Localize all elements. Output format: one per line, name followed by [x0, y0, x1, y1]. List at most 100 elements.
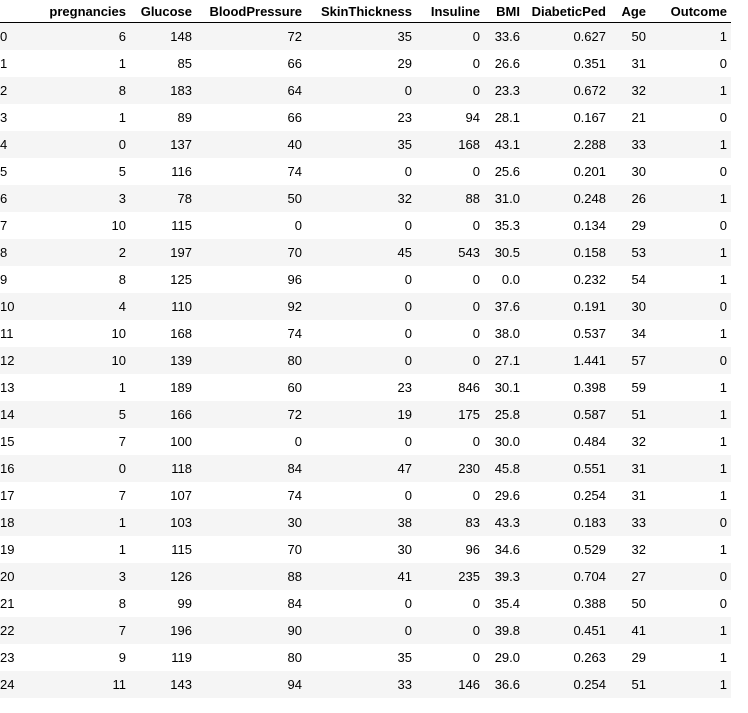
- table-row: 3 1 89 66 23 94 28.1 0.167 21 0: [0, 103, 731, 131]
- table-row: 12 10 139 80 0 0 27.1 1.441 57 0: [0, 346, 731, 374]
- table-cell: 99: [177, 595, 192, 611]
- table-cell: 119: [171, 649, 192, 665]
- table-cell: 189: [170, 379, 192, 395]
- table-cell: 5: [118, 163, 126, 179]
- table-cell: 43.1: [494, 136, 520, 152]
- row-index: 22: [0, 622, 15, 638]
- table-cell: 45: [397, 244, 412, 260]
- column-header: Outcome: [650, 0, 731, 23]
- table-cell: 0.587: [573, 406, 606, 422]
- table-cell: 25.6: [494, 163, 520, 179]
- table-cell: 88: [465, 190, 480, 206]
- table-cell: 0: [472, 325, 480, 341]
- table-cell: 59: [631, 379, 646, 395]
- table-cell: 0.398: [573, 379, 606, 395]
- table-cell: 0: [472, 28, 480, 44]
- table-cell: 94: [465, 109, 480, 125]
- table-cell: 4: [118, 298, 126, 314]
- row-index: 19: [0, 541, 15, 557]
- table-cell: 8: [118, 595, 126, 611]
- table-cell: 54: [631, 271, 646, 287]
- table-cell: 53: [631, 244, 646, 260]
- row-index: 1: [0, 55, 8, 71]
- table-cell: 32: [631, 541, 646, 557]
- table-cell: 0: [472, 271, 480, 287]
- table-cell: 37.6: [494, 298, 520, 314]
- table-cell: 30.0: [494, 433, 520, 449]
- table-cell: 21: [631, 109, 646, 125]
- table-cell: 125: [170, 271, 192, 287]
- table-cell: 0: [472, 649, 480, 665]
- table-cell: 35: [397, 136, 412, 152]
- table-cell: 27: [631, 568, 646, 584]
- table-cell: 39.8: [494, 622, 520, 638]
- table-cell: 118: [171, 460, 192, 476]
- row-index: 3: [0, 109, 8, 125]
- table-cell: 83: [465, 514, 480, 530]
- table-cell: 3: [118, 568, 126, 584]
- table-cell: 0.248: [573, 190, 606, 206]
- table-cell: 66: [287, 55, 302, 71]
- table-cell: 0: [404, 352, 412, 368]
- table-row: 21 8 99 84 0 0 35.4 0.388 50 0: [0, 589, 731, 617]
- table-cell: 0.551: [573, 460, 606, 476]
- table-cell: 126: [170, 568, 192, 584]
- table-cell: 7: [118, 487, 126, 503]
- table-cell: 30.1: [494, 379, 520, 395]
- table-cell: 230: [458, 460, 480, 476]
- table-cell: 19: [397, 406, 412, 422]
- table-cell: 0: [472, 433, 480, 449]
- table-row: 2 8 183 64 0 0 23.3 0.672 32 1: [0, 76, 731, 104]
- table-cell: 10: [111, 217, 126, 233]
- table-cell: 32: [397, 190, 412, 206]
- table-cell: 1: [719, 82, 727, 98]
- column-header: Insuline: [416, 0, 484, 23]
- table-row: 7 10 115 0 0 0 35.3 0.134 29 0: [0, 211, 731, 239]
- table-cell: 26.6: [494, 55, 520, 71]
- table-cell: 27.1: [494, 352, 520, 368]
- table-cell: 0.388: [573, 595, 606, 611]
- table-cell: 7: [118, 622, 126, 638]
- table-cell: 92: [287, 298, 302, 314]
- row-index: 5: [0, 163, 8, 179]
- table-cell: 0.232: [573, 271, 606, 287]
- table-cell: 38.0: [494, 325, 520, 341]
- table-row: 18 1 103 30 38 83 43.3 0.183 33 0: [0, 508, 731, 536]
- table-row: 10 4 110 92 0 0 37.6 0.191 30 0: [0, 292, 731, 320]
- table-cell: 103: [170, 514, 192, 530]
- table-cell: 29: [397, 55, 412, 71]
- table-cell: 116: [171, 163, 192, 179]
- dataframe-table: pregnancies Glucose BloodPressure SkinThick…: [0, 0, 731, 692]
- table-cell: 0.134: [573, 217, 606, 233]
- table-cell: 0.672: [573, 82, 606, 98]
- table-cell: 38: [397, 514, 412, 530]
- table-cell: 0: [118, 460, 126, 476]
- table-cell: 846: [458, 379, 480, 395]
- index-header: [0, 0, 38, 23]
- table-cell: 196: [170, 622, 192, 638]
- table-cell: 0: [472, 622, 480, 638]
- table-cell: 1: [719, 244, 727, 260]
- table-cell: 35.4: [494, 595, 520, 611]
- table-row: 22 7 196 90 0 0 39.8 0.451 41 1: [0, 616, 731, 644]
- table-row: 19 1 115 70 30 96 34.6 0.529 32 1: [0, 535, 731, 563]
- table-cell: 30: [287, 514, 302, 530]
- row-index: 8: [0, 244, 8, 260]
- table-cell: 2: [118, 244, 126, 260]
- table-cell: 0.529: [573, 541, 606, 557]
- table-cell: 60: [287, 379, 302, 395]
- table-row: 15 7 100 0 0 0 30.0 0.484 32 1: [0, 427, 731, 455]
- table-cell: 1: [719, 460, 727, 476]
- table-cell: 35: [397, 649, 412, 665]
- table-cell: 84: [287, 595, 302, 611]
- table-cell: 39.3: [494, 568, 520, 584]
- row-index: 4: [0, 136, 8, 152]
- table-row: 13 1 189 60 23 846 30.1 0.398 59 1: [0, 373, 731, 401]
- table-cell: 0: [719, 109, 727, 125]
- table-cell: 115: [171, 541, 192, 557]
- table-cell: 10: [111, 325, 126, 341]
- table-cell: 0.254: [573, 676, 606, 692]
- table-cell: 84: [287, 460, 302, 476]
- table-cell: 72: [287, 28, 302, 44]
- table-cell: 72: [287, 406, 302, 422]
